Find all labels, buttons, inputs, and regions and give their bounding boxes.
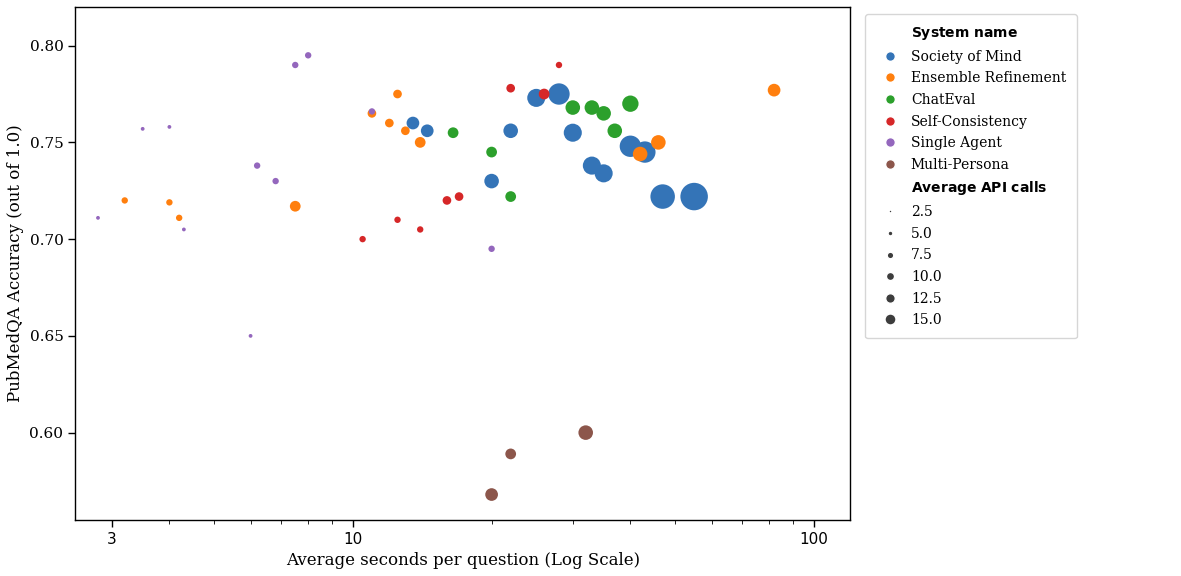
- Ensemble Refinement: [389, 89, 407, 98]
- Multi-Persona: [482, 490, 501, 499]
- Society of Mind: [549, 89, 568, 98]
- Single Agent: [482, 244, 501, 253]
- Ensemble Refinement: [159, 198, 178, 207]
- Multi-Persona: [576, 428, 595, 437]
- Ensemble Refinement: [286, 202, 305, 211]
- X-axis label: Average seconds per question (Log Scale): Average seconds per question (Log Scale): [286, 552, 640, 569]
- Single Agent: [363, 107, 381, 116]
- Self-Consistency: [549, 60, 568, 70]
- Single Agent: [159, 122, 178, 131]
- Society of Mind: [527, 93, 546, 103]
- Single Agent: [266, 176, 285, 185]
- Self-Consistency: [535, 89, 554, 98]
- Ensemble Refinement: [116, 196, 135, 205]
- Ensemble Refinement: [631, 149, 650, 158]
- Society of Mind: [482, 176, 501, 185]
- Self-Consistency: [437, 196, 456, 205]
- Self-Consistency: [389, 215, 407, 225]
- Single Agent: [241, 331, 260, 340]
- Self-Consistency: [411, 225, 430, 234]
- Ensemble Refinement: [396, 126, 415, 135]
- Society of Mind: [635, 147, 654, 157]
- Single Agent: [175, 225, 194, 234]
- Society of Mind: [685, 192, 704, 201]
- Ensemble Refinement: [764, 86, 783, 95]
- Ensemble Refinement: [363, 109, 381, 118]
- Society of Mind: [501, 126, 520, 135]
- Single Agent: [89, 213, 107, 222]
- Y-axis label: PubMedQA Accuracy (out of 1.0): PubMedQA Accuracy (out of 1.0): [7, 124, 24, 402]
- Single Agent: [248, 161, 267, 170]
- Single Agent: [299, 51, 318, 60]
- Single Agent: [286, 60, 305, 70]
- ChatEval: [621, 99, 640, 108]
- Society of Mind: [404, 119, 423, 128]
- Society of Mind: [563, 128, 582, 137]
- ChatEval: [594, 109, 613, 118]
- Self-Consistency: [450, 192, 469, 201]
- Society of Mind: [582, 161, 601, 170]
- Ensemble Refinement: [170, 213, 189, 222]
- ChatEval: [482, 147, 501, 157]
- Society of Mind: [418, 126, 437, 135]
- ChatEval: [606, 126, 625, 135]
- Society of Mind: [653, 192, 672, 201]
- Ensemble Refinement: [648, 138, 667, 147]
- ChatEval: [563, 103, 582, 112]
- ChatEval: [444, 128, 463, 137]
- Society of Mind: [594, 169, 613, 178]
- Society of Mind: [621, 142, 640, 151]
- Self-Consistency: [353, 234, 372, 244]
- Self-Consistency: [501, 84, 520, 93]
- Legend: $\bf{System\ name}$, Society of Mind, Ensemble Refinement, ChatEval, Self-Consis: $\bf{System\ name}$, Society of Mind, En…: [864, 14, 1077, 339]
- Multi-Persona: [501, 449, 520, 458]
- ChatEval: [582, 103, 601, 112]
- Single Agent: [133, 124, 152, 134]
- Ensemble Refinement: [411, 138, 430, 147]
- ChatEval: [501, 192, 520, 201]
- Ensemble Refinement: [380, 119, 399, 128]
